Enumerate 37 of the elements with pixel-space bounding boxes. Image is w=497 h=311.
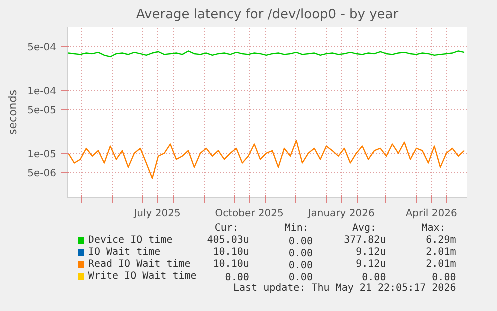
y-tick-label: 5e-04: [28, 42, 57, 54]
text: 377.82u: [344, 235, 386, 246]
y-tick-label: 1e-05: [28, 149, 57, 160]
text: 0.00: [288, 248, 313, 260]
line-series: [68, 140, 466, 180]
x-tick-label: April 2026: [406, 208, 458, 220]
text: 0.00: [225, 272, 250, 284]
legend-label: Write IO Wait time: [88, 271, 197, 282]
y-tick-label: 5e-05: [28, 105, 57, 116]
x-tick-label: January 2026: [307, 208, 375, 220]
text: 10.10u: [213, 259, 250, 270]
x-tick-label: October 2025: [215, 208, 284, 220]
text: 9.12u: [356, 247, 386, 258]
legend-label: Read IO Wait time: [88, 259, 191, 270]
text: 10.10u: [213, 247, 250, 258]
text: Max:: [422, 223, 446, 234]
legend-label: IO Wait time: [88, 247, 161, 258]
text: 2.01m: [426, 259, 456, 270]
text: Cur:: [214, 223, 239, 234]
text: Avg:: [352, 223, 377, 234]
text: 0.00: [288, 272, 313, 284]
text: 0.00: [288, 236, 313, 248]
y-tick-label: 5e-06: [28, 168, 57, 180]
text: 0.00: [362, 272, 386, 284]
text: 0.00: [432, 272, 456, 284]
text: Last update: Thu May 21 22:05:17 2026: [233, 283, 456, 294]
text: 9.12u: [356, 259, 386, 270]
text: 405.03u: [207, 235, 250, 246]
x-tick-label: July 2025: [133, 208, 181, 220]
text: 6.29m: [426, 235, 456, 246]
y-axis-title: seconds: [6, 90, 20, 135]
text: 2.01m: [426, 247, 456, 258]
legend-label: Device IO time: [88, 235, 173, 246]
text: Min:: [284, 223, 309, 234]
chart-title: Average latency for /dev/loop0 - by year: [136, 8, 400, 22]
y-tick-label: 1e-04: [28, 86, 57, 98]
text: 0.00: [288, 260, 313, 272]
